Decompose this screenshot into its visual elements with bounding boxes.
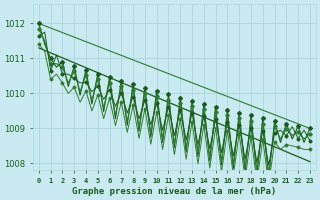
X-axis label: Graphe pression niveau de la mer (hPa): Graphe pression niveau de la mer (hPa) [72, 187, 276, 196]
